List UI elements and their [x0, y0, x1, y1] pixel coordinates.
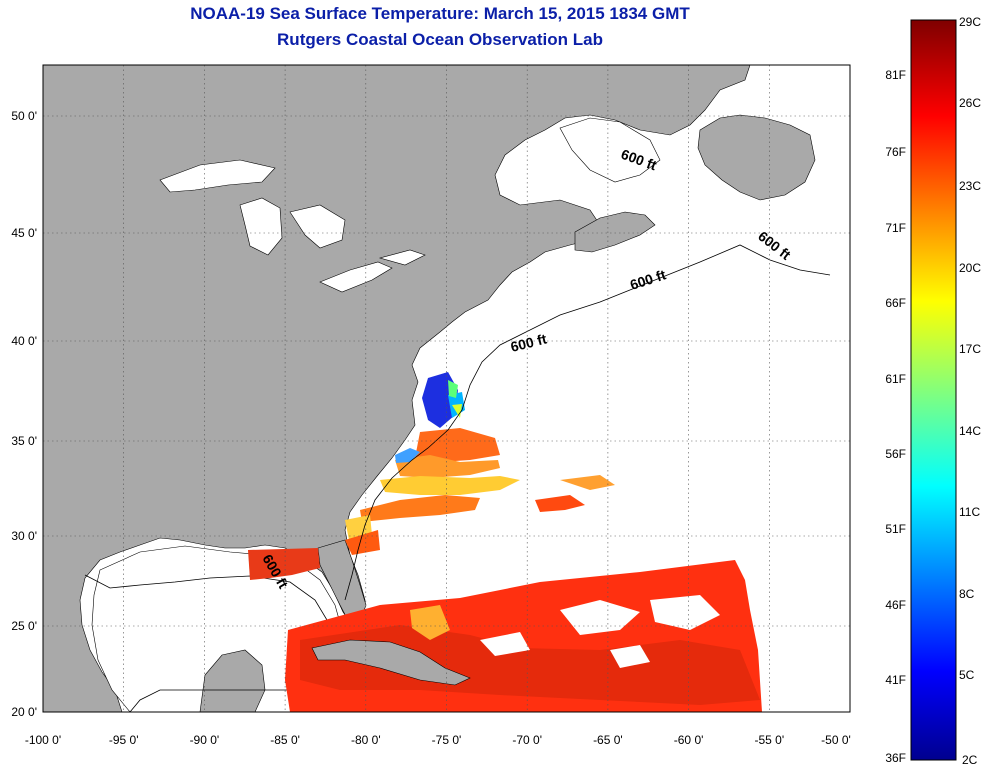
celsius-tick: 11C [959, 505, 980, 519]
lat-tick: 25 0' [11, 619, 37, 633]
celsius-tick: 17C [959, 342, 981, 356]
celsius-tick: 2C [962, 753, 978, 767]
fahrenheit-tick: 66F [885, 296, 906, 310]
map-subtitle: Rutgers Coastal Ocean Observation Lab [277, 30, 603, 49]
celsius-tick: 5C [959, 668, 975, 682]
map-frame [42, 64, 851, 713]
lon-tick: -75 0' [432, 733, 462, 747]
fahrenheit-tick: 56F [885, 447, 906, 461]
lon-tick: -90 0' [190, 733, 220, 747]
lon-tick: -60 0' [674, 733, 704, 747]
land-yucatan [199, 649, 266, 712]
celsius-tick: 23C [959, 179, 981, 193]
land-north-america [43, 65, 751, 712]
lon-tick: -50 0' [821, 733, 851, 747]
fahrenheit-tick: 36F [885, 751, 906, 765]
celsius-tick: 8C [959, 587, 975, 601]
lat-tick: 50 0' [11, 109, 37, 123]
lon-axis: -100 0' -95 0' -90 0' -85 0' -80 0' -75 … [25, 733, 851, 747]
lat-tick: 30 0' [11, 529, 37, 543]
fahrenheit-tick: 71F [885, 221, 906, 235]
lon-tick: -95 0' [109, 733, 139, 747]
lon-tick: -85 0' [270, 733, 300, 747]
land-nova-scotia [574, 211, 656, 253]
great-lakes [159, 159, 426, 293]
lon-tick: -55 0' [754, 733, 784, 747]
celsius-tick: 20C [959, 261, 981, 275]
fahrenheit-tick: 51F [885, 522, 906, 536]
colorbar-fahrenheit-labels: 81F 76F 71F 66F 61F 56F 51F 46F 41F 36F [885, 68, 906, 765]
celsius-tick: 29C [959, 15, 981, 29]
celsius-tick: 14C [959, 424, 981, 438]
lat-tick: 40 0' [11, 334, 37, 348]
gulf-shelf-contour [84, 574, 333, 712]
fahrenheit-tick: 41F [885, 673, 906, 687]
fahrenheit-tick: 76F [885, 145, 906, 159]
lat-tick: 35 0' [11, 434, 37, 448]
lat-tick: 45 0' [11, 226, 37, 240]
lon-tick: -65 0' [593, 733, 623, 747]
land-cuba [311, 639, 471, 686]
lon-tick: -80 0' [351, 733, 381, 747]
land-newfoundland [697, 114, 816, 201]
lon-tick: -70 0' [512, 733, 542, 747]
fahrenheit-tick: 61F [885, 372, 906, 386]
celsius-tick: 26C [959, 96, 981, 110]
gulf-st-lawrence [559, 117, 661, 183]
lon-tick: -100 0' [25, 733, 61, 747]
map-title: NOAA-19 Sea Surface Temperature: March 1… [190, 4, 690, 23]
fahrenheit-tick: 46F [885, 598, 906, 612]
lat-tick: 20 0' [11, 705, 37, 719]
colorbar [910, 19, 957, 761]
fahrenheit-tick: 81F [885, 68, 906, 82]
lat-axis: 50 0' 45 0' 40 0' 35 0' 30 0' 25 0' 20 0… [11, 109, 37, 719]
colorbar-celsius-labels: 29C 26C 23C 20C 17C 14C 11C 8C 5C 2C [959, 15, 981, 767]
shelf-contour [344, 244, 831, 601]
